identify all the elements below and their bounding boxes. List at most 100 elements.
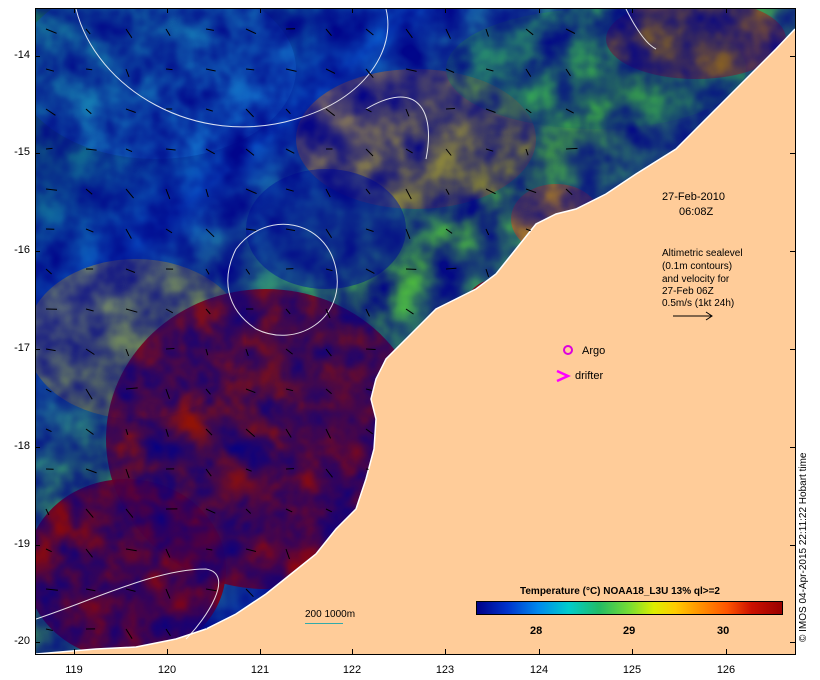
velocity-arrow [45, 268, 52, 275]
velocity-arrow [405, 148, 413, 154]
velocity-arrow [85, 148, 97, 151]
x-tick-label: 119 [65, 664, 83, 676]
depth-scale-line [305, 623, 343, 624]
argo-label: Argo [582, 345, 606, 357]
velocity-arrow [165, 308, 174, 314]
velocity-arrow [165, 348, 175, 350]
y-tick-mark-right [790, 349, 795, 350]
velocity-arrow [325, 188, 331, 198]
colorbar-tick-28: 28 [530, 625, 543, 637]
velocity-arrow [445, 108, 455, 110]
velocity-arrow [365, 388, 373, 391]
velocity-arrow [125, 228, 132, 239]
velocity-arrow [45, 348, 56, 352]
velocity-arrow [485, 148, 494, 152]
velocity-arrow [325, 68, 336, 74]
x-tick-label: 122 [342, 664, 362, 676]
velocity-arrow [205, 348, 209, 356]
y-tick-mark-right [790, 251, 795, 252]
velocity-arrow [125, 508, 134, 518]
velocity-arrow [245, 68, 255, 71]
coastline [36, 28, 795, 654]
velocity-arrow [245, 188, 257, 195]
velocity-arrow [125, 548, 137, 552]
velocity-arrow [405, 188, 412, 200]
x-tick-mark [167, 649, 168, 654]
velocity-arrow [565, 188, 573, 196]
velocity-arrow [285, 548, 290, 560]
velocity-arrow [365, 108, 372, 113]
velocity-arrow [405, 28, 413, 39]
image-date: 27-Feb-2010 [662, 191, 725, 203]
velocity-arrow [125, 68, 130, 78]
velocity-arrow [45, 548, 52, 553]
x-tick-mark-top [352, 8, 353, 13]
velocity-arrow [445, 68, 455, 73]
velocity-arrow [205, 268, 210, 275]
velocity-arrow [125, 387, 138, 390]
velocity-arrow [365, 348, 376, 350]
velocity-arrow [205, 228, 215, 238]
velocity-arrow [405, 308, 414, 315]
velocity-arrow [85, 548, 93, 558]
velocity-arrow [85, 308, 94, 312]
altimetry-note-line-3: and velocity for [662, 274, 730, 285]
y-tick-label: -19 [14, 538, 30, 550]
velocity-arrow [125, 148, 133, 153]
x-tick-label: 124 [529, 664, 549, 676]
velocity-arrow [285, 388, 294, 392]
velocity-arrow [165, 388, 170, 399]
velocity-arrow [445, 188, 450, 195]
velocity-arrow [85, 468, 97, 474]
velocity-arrow [245, 588, 254, 598]
velocity-arrow [85, 228, 94, 233]
velocity-arrow [445, 28, 451, 39]
velocity-arrow [165, 628, 171, 637]
y-tick-label: -14 [14, 49, 30, 61]
velocity-arrow [85, 28, 91, 35]
y-tick-label: -15 [14, 146, 30, 158]
velocity-arrow [125, 628, 133, 639]
velocity-arrow [85, 428, 94, 435]
velocity-arrow [205, 428, 213, 436]
velocity-arrow [165, 68, 173, 71]
velocity-arrow [445, 267, 457, 270]
velocity-arrow [405, 228, 411, 239]
image-time: 06:08Z [679, 206, 714, 218]
x-tick-mark-top [726, 8, 727, 13]
y-tick-mark-right [790, 642, 795, 643]
velocity-arrow [45, 147, 53, 150]
sst-map-canvas [36, 9, 795, 654]
velocity-arrow [365, 428, 373, 435]
x-tick-mark-top [539, 8, 540, 13]
velocity-arrow [325, 228, 333, 239]
velocity-arrow [445, 148, 452, 156]
velocity-arrow [45, 188, 58, 191]
altimetry-note-line-5: 0.5m/s (1kt 24h) [662, 298, 735, 309]
x-tick-mark [539, 649, 540, 654]
velocity-arrow [85, 68, 93, 71]
y-tick-mark-right [790, 153, 795, 154]
velocity-arrow [285, 508, 293, 513]
velocity-arrow [165, 428, 169, 437]
credit-text: © IMOS 04-Apr-2015 22:11:22 Hobart time [798, 452, 809, 643]
velocity-arrow [45, 108, 56, 116]
velocity-arrow [285, 148, 295, 154]
colorbar-tick-30: 30 [717, 625, 730, 637]
velocity-arrow [485, 108, 496, 113]
velocity-arrow [85, 508, 94, 518]
velocity-arrow [525, 28, 534, 36]
colorbar-title: Temperature (°C) NOAA18_L3U 13% ql>=2 [520, 586, 720, 597]
velocity-arrow [125, 268, 136, 273]
velocity-arrow [365, 68, 374, 79]
y-tick-mark [35, 447, 40, 448]
velocity-arrow [245, 108, 254, 118]
x-tick-label: 123 [435, 664, 455, 676]
velocity-arrow [285, 308, 291, 315]
velocity-arrow [125, 28, 133, 39]
velocity-arrow [525, 68, 532, 77]
velocity-arrow [565, 28, 576, 34]
y-tick-mark-right [790, 56, 795, 57]
velocity-arrow [405, 68, 417, 72]
velocity-arrow [205, 308, 211, 315]
